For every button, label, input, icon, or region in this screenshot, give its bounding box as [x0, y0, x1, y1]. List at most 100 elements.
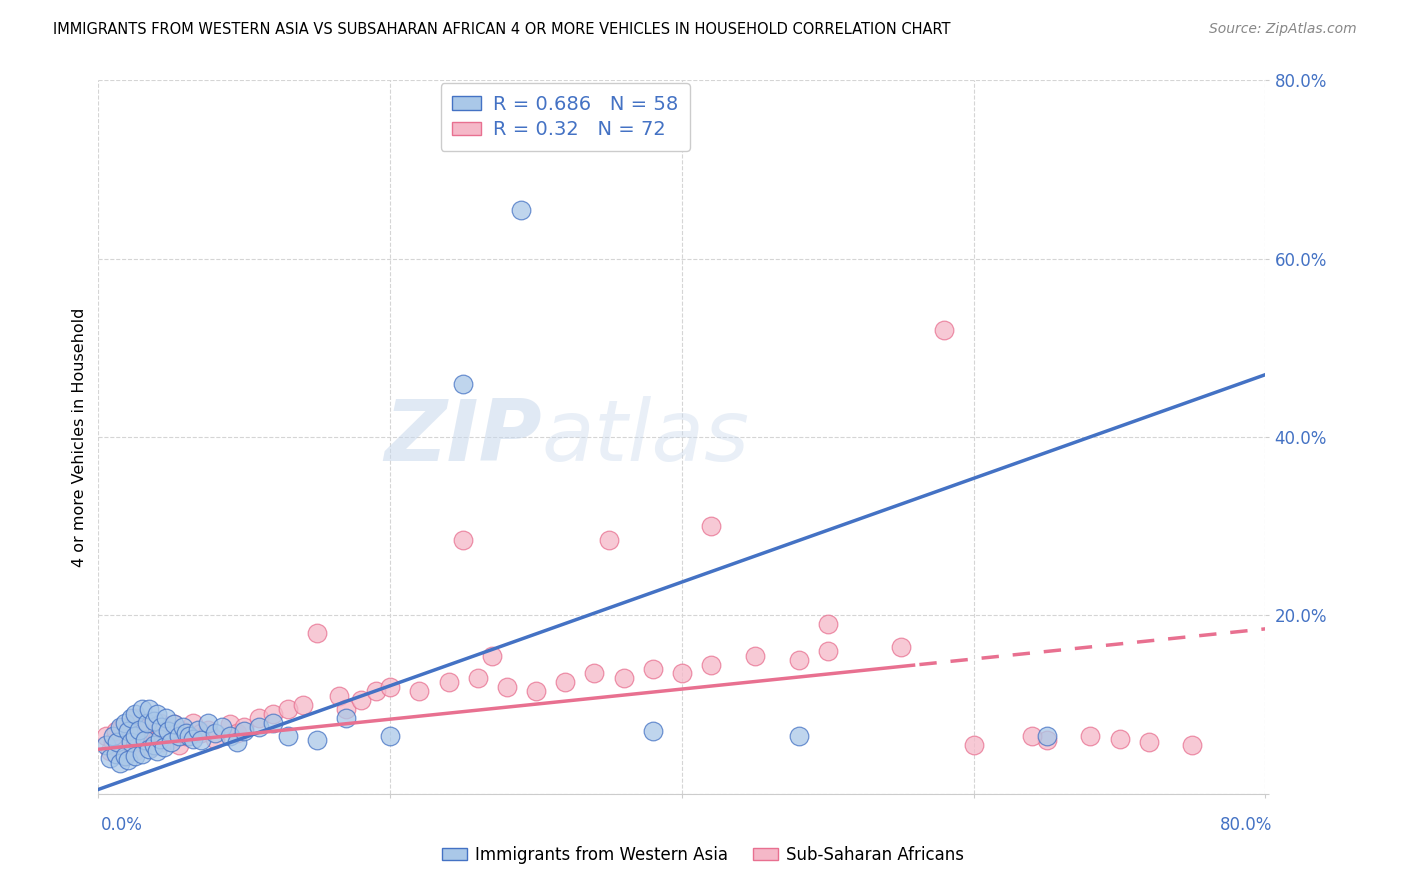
Point [146, 744, 169, 758]
Point [204, 731, 226, 746]
Text: Source: ZipAtlas.com: Source: ZipAtlas.com [1209, 22, 1357, 37]
Point [128, 723, 150, 737]
Point [101, 729, 124, 743]
Point [335, 711, 357, 725]
Point [181, 715, 204, 730]
Point [962, 738, 984, 752]
Point [94, 738, 117, 752]
Point [117, 753, 139, 767]
Point [134, 733, 156, 747]
Point [135, 715, 157, 730]
Point [226, 735, 249, 749]
Point [226, 726, 249, 740]
Point [120, 735, 142, 749]
Point [218, 717, 240, 731]
Point [554, 675, 576, 690]
Point [817, 644, 839, 658]
Point [307, 626, 329, 640]
Point [787, 653, 810, 667]
Point [114, 715, 136, 730]
Point [98, 744, 121, 758]
Point [149, 715, 172, 730]
Point [291, 698, 314, 712]
Point [197, 715, 219, 730]
Point [160, 731, 183, 746]
Point [378, 680, 402, 694]
Point [598, 533, 620, 547]
Point [110, 756, 132, 770]
Point [247, 711, 270, 725]
Point [890, 640, 912, 654]
Point [262, 706, 284, 721]
Point [277, 729, 299, 743]
Point [307, 733, 329, 747]
Point [157, 724, 180, 739]
Point [124, 744, 146, 758]
Point [467, 671, 489, 685]
Point [181, 731, 204, 746]
Point [153, 735, 176, 749]
Point [1137, 735, 1160, 749]
Point [495, 680, 517, 694]
Text: ZIP: ZIP [384, 395, 541, 479]
Point [142, 726, 165, 740]
Point [114, 749, 136, 764]
Point [233, 724, 256, 739]
Point [117, 724, 139, 739]
Point [1035, 729, 1057, 743]
Point [700, 519, 723, 533]
Point [481, 648, 503, 663]
Point [510, 202, 533, 217]
Point [451, 533, 474, 547]
Point [155, 711, 177, 725]
Point [172, 724, 194, 739]
Point [138, 702, 160, 716]
Point [583, 666, 606, 681]
Point [700, 657, 723, 672]
Point [350, 693, 373, 707]
Point [1021, 729, 1043, 743]
Point [104, 747, 127, 761]
Point [218, 729, 240, 743]
Point [146, 733, 169, 747]
Point [671, 666, 693, 681]
Point [787, 729, 810, 743]
Point [157, 723, 180, 737]
Point [146, 706, 169, 721]
Point [328, 689, 350, 703]
Point [94, 729, 117, 743]
Point [1035, 733, 1057, 747]
Point [138, 742, 160, 756]
Point [163, 717, 186, 731]
Point [131, 702, 153, 716]
Point [160, 735, 183, 749]
Point [187, 723, 209, 737]
Point [114, 749, 136, 764]
Point [142, 714, 165, 728]
Point [204, 726, 226, 740]
Point [277, 702, 299, 716]
Point [105, 735, 128, 749]
Point [612, 671, 634, 685]
Point [247, 720, 270, 734]
Point [190, 733, 212, 747]
Point [131, 747, 153, 761]
Point [211, 720, 233, 734]
Point [104, 724, 127, 739]
Point [641, 662, 664, 676]
Point [197, 723, 219, 737]
Point [124, 706, 146, 721]
Text: 80.0%: 80.0% [1220, 816, 1272, 834]
Point [101, 735, 124, 749]
Point [1181, 738, 1204, 752]
Point [111, 720, 134, 734]
Point [408, 684, 430, 698]
Point [934, 323, 956, 337]
Point [262, 715, 284, 730]
Point [167, 738, 190, 752]
Point [124, 729, 146, 743]
Point [233, 720, 256, 734]
Point [139, 740, 162, 755]
Point [128, 733, 150, 747]
Point [124, 711, 146, 725]
